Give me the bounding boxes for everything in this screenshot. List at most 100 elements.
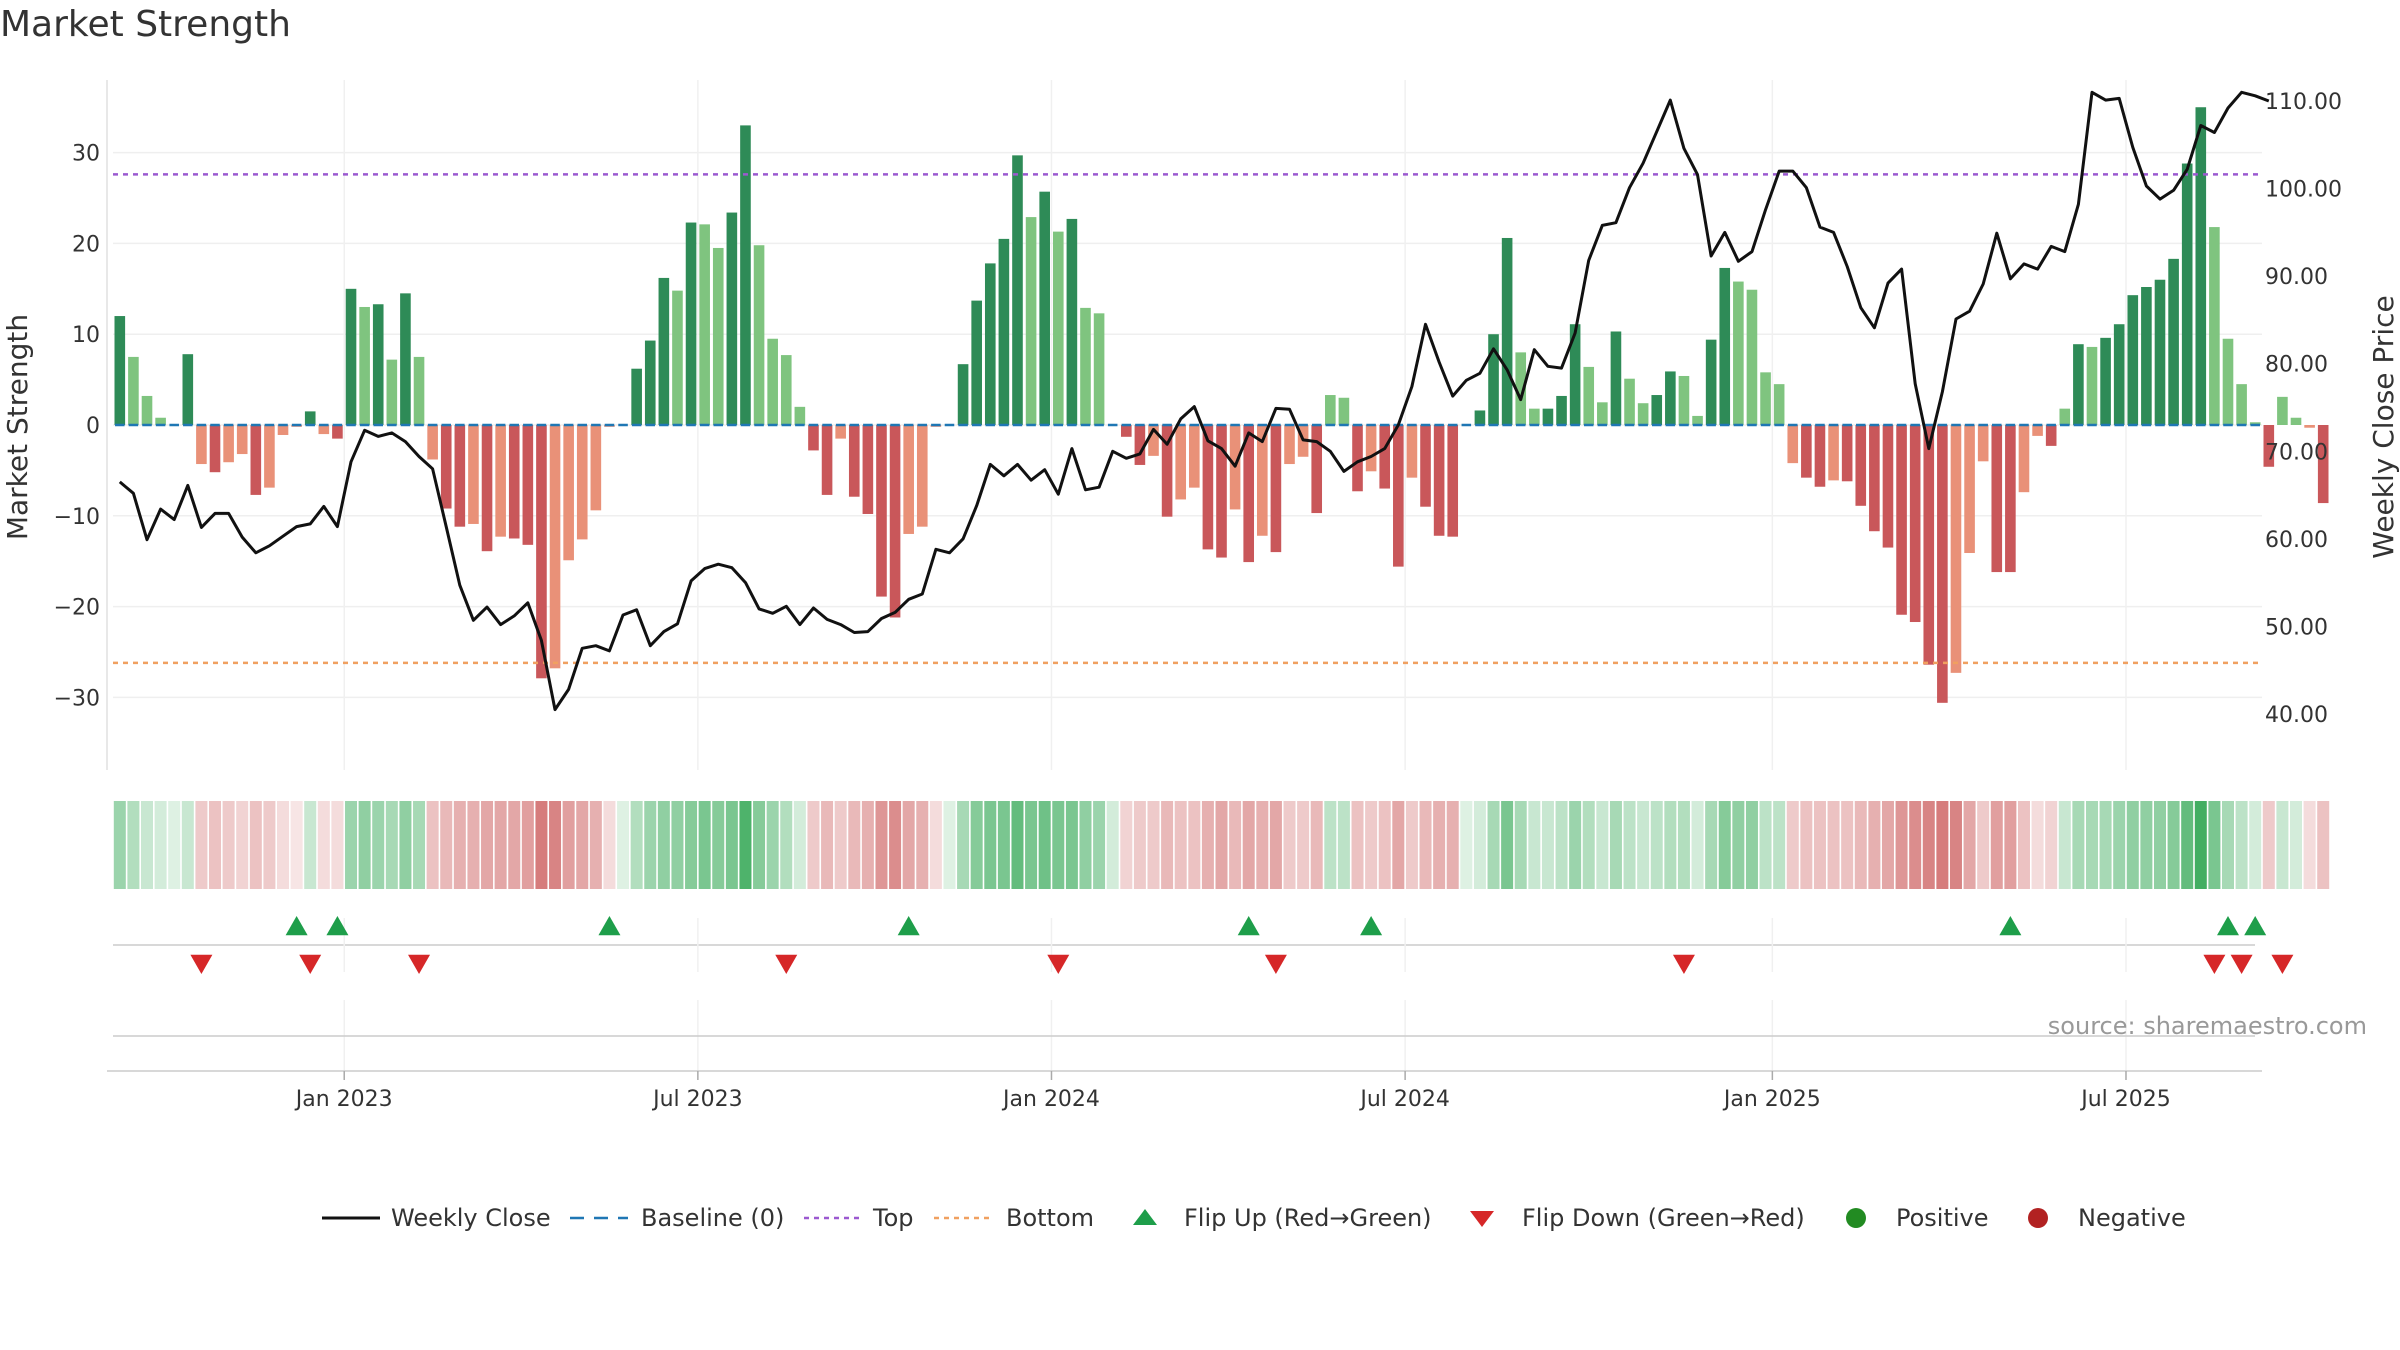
strength-bar (1488, 334, 1499, 425)
heat-cell (1378, 801, 1391, 889)
heat-cell (698, 801, 711, 889)
heat-cell (1596, 801, 1609, 889)
left-y-tick-label: −10 (54, 505, 100, 530)
strength-bar (1746, 289, 1758, 425)
heat-cell (1949, 801, 1962, 889)
heat-cell (358, 801, 371, 889)
strength-bar (1120, 425, 1132, 437)
strength-bar (821, 425, 833, 495)
strength-bar (481, 425, 493, 552)
strength-bar (808, 425, 819, 451)
left-y-ticks: 30 20 10 0 −10 −20 −30 (54, 142, 100, 712)
heat-cell (2208, 801, 2221, 889)
strength-bar (209, 425, 221, 473)
strength-bar (1624, 378, 1635, 425)
heat-cell (1881, 801, 1894, 889)
strength-bar (563, 425, 574, 561)
heat-cell (1514, 801, 1527, 889)
heat-cell (1800, 801, 1813, 889)
strength-bar (1773, 384, 1785, 425)
strength-bar (440, 425, 452, 509)
heat-cell (834, 801, 847, 889)
strength-bar (1216, 425, 1227, 558)
heat-cell (1541, 801, 1554, 889)
strength-bar (984, 263, 996, 425)
strength-bar (2018, 425, 2030, 493)
strength-bar (726, 212, 738, 425)
strength-bar (250, 425, 262, 495)
strength-bar (522, 425, 534, 545)
x-tick-label: Jul 2025 (2079, 1087, 2171, 1112)
strength-bar (318, 425, 330, 435)
heat-cell (2017, 801, 2030, 889)
heat-cell (508, 801, 521, 889)
heat-cell (1895, 801, 1908, 889)
flip-up-marker (326, 916, 349, 936)
strength-bar (1882, 425, 1894, 548)
heat-cell (2249, 801, 2262, 889)
strength-bar (1678, 375, 1690, 425)
heat-cell (1460, 801, 1473, 889)
heat-cell (685, 801, 698, 889)
flip-up-marker (285, 916, 308, 936)
heat-cell (277, 801, 290, 889)
flip-down-marker (190, 954, 213, 974)
heat-cell (494, 801, 507, 889)
strength-bar (1188, 425, 1200, 488)
strength-bar (1202, 425, 1214, 550)
flip-markers-panel (113, 916, 2294, 974)
heat-cell (644, 801, 657, 889)
heat-cell (739, 801, 752, 889)
heat-cell (209, 801, 222, 889)
strength-bar (2304, 425, 2315, 428)
heat-cell (1324, 801, 1337, 889)
strength-bar (1257, 425, 1268, 536)
heat-cell (1337, 801, 1350, 889)
heat-cell (1555, 801, 1568, 889)
flip-up-marker (1237, 916, 1260, 936)
strength-bar (998, 238, 1010, 425)
heat-cell (1528, 801, 1541, 889)
heat-cell (970, 801, 983, 889)
strength-bar (1529, 408, 1540, 425)
left-y-tick-label: 20 (72, 232, 100, 257)
flip-down-marker (2230, 954, 2253, 974)
strength-bar (2263, 425, 2275, 467)
heat-cell (413, 801, 426, 889)
heat-cell (1637, 801, 1650, 889)
heat-cell (1732, 801, 1745, 889)
heat-cell (1229, 801, 1242, 889)
heat-cell (1569, 801, 1582, 889)
strength-bar (1651, 395, 1663, 425)
strength-bar (862, 425, 874, 514)
heat-cell (345, 801, 358, 889)
strength-bar (753, 245, 765, 425)
right-y-tick-label: 50.00 (2265, 615, 2328, 640)
left-y-tick-label: −20 (54, 596, 100, 621)
heat-cell (1269, 801, 1282, 889)
heat-cell (331, 801, 344, 889)
heat-cell (467, 801, 480, 889)
strength-bar (1161, 425, 1173, 517)
strength-bar (1909, 425, 1921, 623)
heat-cell (1990, 801, 2003, 889)
strength-bar (2059, 408, 2071, 425)
strength-bar (1855, 425, 1867, 506)
strength-bar (2127, 295, 2139, 425)
heat-cell (617, 801, 630, 889)
heat-cell (2031, 801, 2044, 889)
strength-bar (2277, 396, 2288, 425)
weekly-close-line (118, 90, 2270, 712)
main-panel: 30 20 10 0 −10 −20 −30 110.00 100.00 90.00 80.00 7… (1, 80, 2400, 770)
legend-top-label: Top (872, 1204, 914, 1232)
flip-down-marker (1264, 954, 1287, 974)
strength-bar (1610, 331, 1622, 425)
strength-bar (1733, 281, 1744, 425)
strength-bar (1515, 352, 1527, 425)
flip-vertical-gridlines (343, 918, 2127, 972)
strength-bar (1692, 415, 1703, 425)
heat-cell (576, 801, 589, 889)
left-y-tick-label: −30 (54, 686, 100, 711)
x-tick-label: Jul 2024 (1358, 1087, 1450, 1112)
